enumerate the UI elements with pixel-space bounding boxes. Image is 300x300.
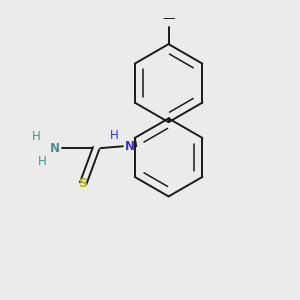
Text: —: —: [162, 12, 175, 25]
Text: H: H: [32, 130, 41, 143]
Text: H: H: [38, 154, 46, 168]
Text: N: N: [124, 140, 135, 153]
Text: H: H: [110, 129, 119, 142]
Text: S: S: [79, 177, 88, 190]
Text: N: N: [50, 142, 60, 154]
